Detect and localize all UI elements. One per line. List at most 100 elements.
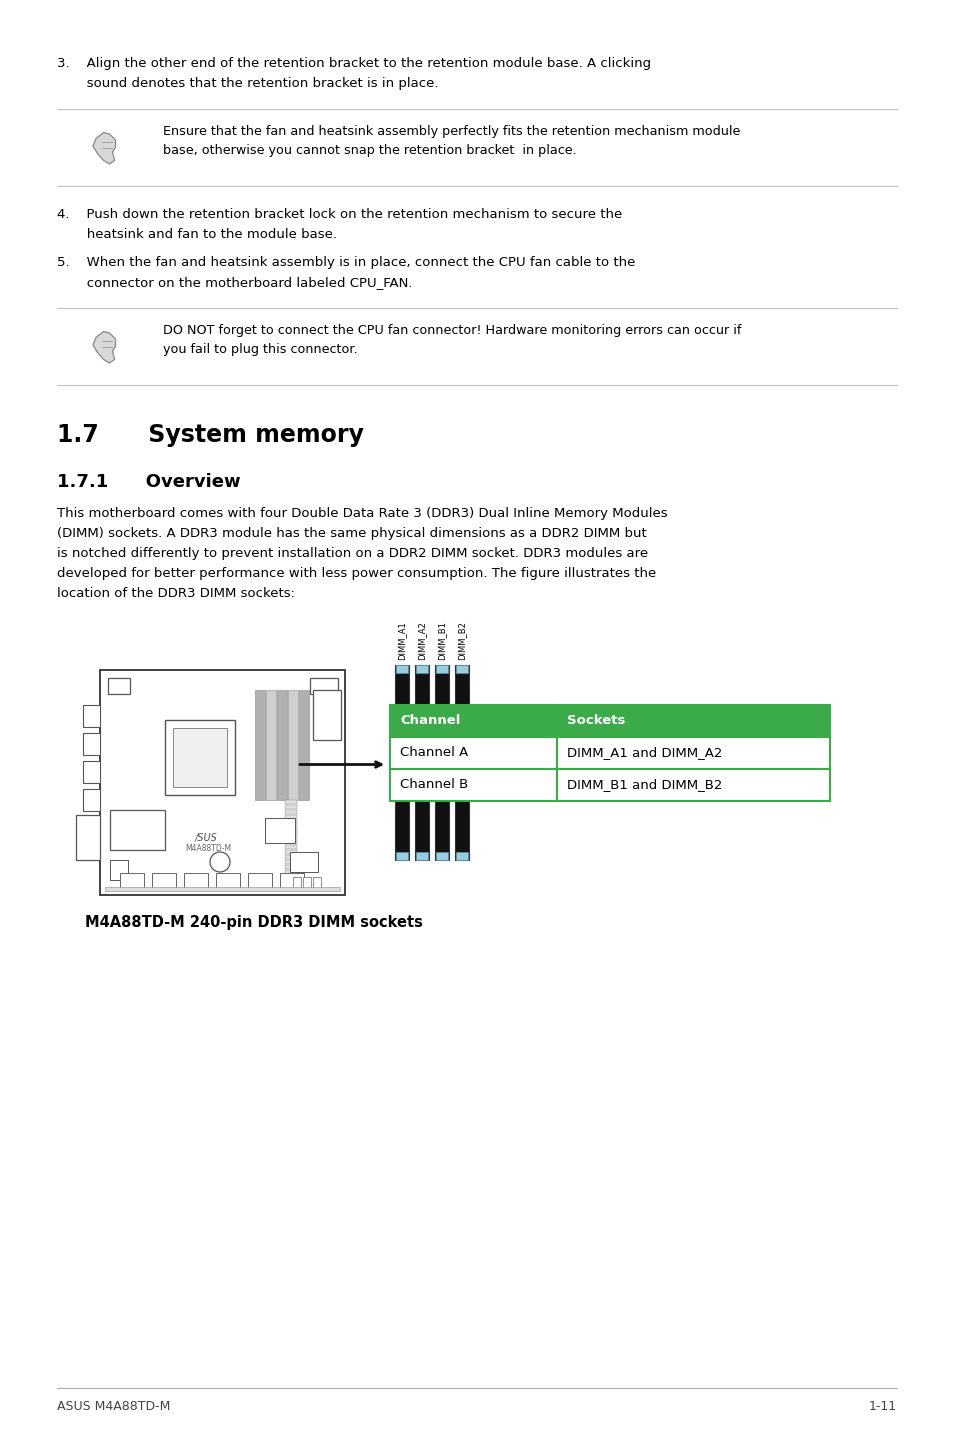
Bar	[416, 664, 428, 673]
Bar	[290, 852, 317, 872]
Bar	[83, 760, 100, 783]
Bar	[83, 733, 100, 755]
Text: developed for better performance with less power consumption. The figure illustr: developed for better performance with le…	[57, 567, 656, 580]
Bar	[435, 664, 449, 861]
Bar	[285, 800, 296, 803]
Text: 1.7.1      Overview: 1.7.1 Overview	[57, 473, 240, 491]
Bar	[120, 874, 144, 889]
Bar	[165, 720, 234, 795]
Bar	[248, 874, 272, 889]
Bar	[395, 664, 408, 673]
Text: 1.7      System memory: 1.7 System memory	[57, 422, 363, 447]
Bar	[456, 760, 467, 765]
Text: DIMM_A2: DIMM_A2	[417, 621, 426, 660]
Bar	[310, 677, 337, 695]
Bar	[110, 811, 165, 851]
Bar	[416, 852, 428, 861]
Bar	[416, 760, 427, 765]
Text: 4.    Push down the retention bracket lock on the retention mechanism to secure : 4. Push down the retention bracket lock …	[57, 208, 621, 221]
Bar	[285, 861, 296, 863]
Text: 5.    When the fan and heatsink assembly is in place, connect the CPU fan cable : 5. When the fan and heatsink assembly is…	[57, 256, 635, 269]
Bar	[285, 841, 296, 843]
Text: connector on the motherboard labeled CPU_FAN.: connector on the motherboard labeled CPU…	[57, 276, 412, 289]
Text: DIMM_B1 and DIMM_B2: DIMM_B1 and DIMM_B2	[567, 779, 721, 792]
Bar	[285, 851, 296, 853]
Bar	[436, 760, 447, 765]
Text: base, otherwise you cannot snap the retention bracket  in place.: base, otherwise you cannot snap the rete…	[163, 145, 577, 158]
Bar	[266, 690, 275, 800]
Text: heatsink and fan to the module base.: heatsink and fan to the module base.	[57, 228, 336, 241]
Bar	[76, 815, 100, 861]
Bar	[285, 871, 296, 874]
Text: DIMM_A1: DIMM_A1	[397, 621, 406, 660]
Text: Channel A: Channel A	[399, 746, 468, 759]
Polygon shape	[92, 133, 115, 165]
Bar	[285, 885, 296, 889]
Bar	[285, 835, 296, 839]
Bar	[152, 874, 175, 889]
Text: M4A88TD-M 240-pin DDR3 DIMM sockets: M4A88TD-M 240-pin DDR3 DIMM sockets	[85, 915, 422, 929]
Bar	[415, 664, 429, 861]
Bar	[436, 852, 448, 861]
Bar	[276, 690, 287, 800]
Bar	[293, 876, 301, 889]
Bar	[390, 705, 829, 737]
Bar	[285, 875, 296, 879]
Text: location of the DDR3 DIMM sockets:: location of the DDR3 DIMM sockets:	[57, 587, 294, 600]
Text: you fail to plug this connector.: you fail to plug this connector.	[163, 344, 357, 357]
Bar	[83, 789, 100, 811]
Bar	[280, 874, 304, 889]
Bar	[298, 690, 309, 800]
Text: DIMM_B2: DIMM_B2	[457, 621, 466, 660]
Bar	[313, 690, 340, 740]
Text: Sockets: Sockets	[567, 715, 625, 727]
Bar	[285, 821, 296, 823]
Bar	[285, 845, 296, 849]
Bar	[390, 737, 829, 769]
Text: DO NOT forget to connect the CPU fan connector! Hardware monitoring errors can o: DO NOT forget to connect the CPU fan con…	[163, 324, 740, 337]
Bar	[83, 705, 100, 727]
Bar	[285, 881, 296, 884]
Bar	[303, 876, 311, 889]
Text: ASUS M4A88TD-M: ASUS M4A88TD-M	[57, 1400, 171, 1413]
Text: This motherboard comes with four Double Data Rate 3 (DDR3) Dual Inline Memory Mo: This motherboard comes with four Double …	[57, 507, 667, 520]
Bar	[288, 690, 297, 800]
Bar	[395, 664, 409, 861]
Text: Ensure that the fan and heatsink assembly perfectly fits the retention mechanism: Ensure that the fan and heatsink assembl…	[163, 125, 740, 137]
Text: M4A88TD-M: M4A88TD-M	[185, 843, 231, 853]
Bar	[455, 664, 469, 861]
Bar	[285, 805, 296, 809]
Bar	[285, 855, 296, 859]
Circle shape	[210, 852, 230, 872]
Bar	[285, 831, 296, 833]
Bar	[100, 670, 345, 895]
Bar	[436, 664, 448, 673]
Bar	[110, 861, 128, 881]
Polygon shape	[92, 331, 115, 362]
Bar	[456, 852, 468, 861]
Text: /SUS: /SUS	[194, 833, 217, 843]
Bar	[172, 727, 227, 788]
Bar	[313, 876, 320, 889]
Bar	[265, 818, 294, 843]
Text: 3.    Align the other end of the retention bracket to the retention module base.: 3. Align the other end of the retention …	[57, 57, 651, 70]
Bar	[395, 852, 408, 861]
Text: Channel B: Channel B	[399, 779, 468, 792]
Bar	[254, 690, 265, 800]
Bar	[108, 677, 130, 695]
Text: sound denotes that the retention bracket is in place.: sound denotes that the retention bracket…	[57, 77, 438, 90]
Bar	[396, 760, 407, 765]
Bar	[285, 825, 296, 829]
Text: DIMM_B1: DIMM_B1	[437, 621, 446, 660]
Bar	[215, 874, 240, 889]
Bar	[184, 874, 208, 889]
Bar	[456, 664, 468, 673]
Text: DIMM_A1 and DIMM_A2: DIMM_A1 and DIMM_A2	[567, 746, 721, 759]
Text: is notched differently to prevent installation on a DDR2 DIMM socket. DDR3 modul: is notched differently to prevent instal…	[57, 547, 647, 560]
Text: (DIMM) sockets. A DDR3 module has the same physical dimensions as a DDR2 DIMM bu: (DIMM) sockets. A DDR3 module has the sa…	[57, 527, 646, 540]
Bar	[390, 769, 829, 800]
Text: Channel: Channel	[399, 715, 460, 727]
Bar	[285, 865, 296, 869]
Bar	[285, 811, 296, 813]
Text: 1-11: 1-11	[868, 1400, 896, 1413]
